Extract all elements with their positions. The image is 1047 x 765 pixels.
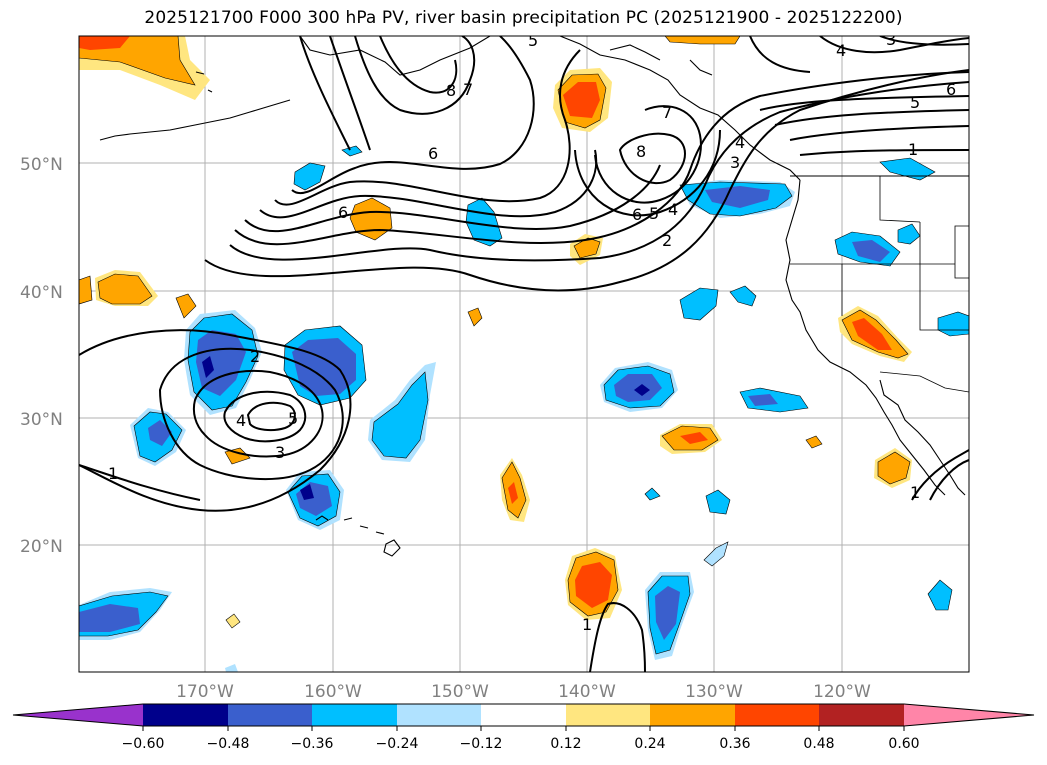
contour-label: 2 [662,231,672,250]
lat-label-20n: 20°N [20,537,63,557]
contour-label: 7 [463,80,473,99]
precip-anomalies [79,36,969,672]
contour-label: 8 [446,81,456,100]
contour-label: 1 [108,464,118,483]
contour-label: 5 [910,93,920,112]
colorbar-tick-label: −0.36 [291,736,334,752]
contour-label: 1 [908,140,918,159]
contour-label: 8 [636,142,646,161]
colorbar-tick-label: −0.60 [122,736,165,752]
contour-label: 3 [730,153,740,172]
contour-label: 5 [649,204,659,223]
colorbar-tick-label: −0.24 [376,736,419,752]
colorbar-segment [228,704,312,726]
lat-label-50n: 50°N [20,155,63,175]
contour-label: 7 [662,103,672,122]
lon-label-160w: 160°W [304,682,362,702]
contour-label: 6 [338,203,348,222]
colorbar-tick-label: 0.12 [550,736,581,752]
colorbar-segment [735,704,819,726]
colorbar-segment [566,704,650,726]
contour-labels: 1 2 3 4 5 6 7 8 6 5 8 7 6 5 4 2 3 4 1 5 … [108,30,956,634]
colorbar-segment [312,704,397,726]
contour-label: 5 [288,409,298,428]
contour-label: 4 [668,200,678,219]
lon-label-120w: 120°W [813,682,871,702]
contour-label: 6 [632,205,642,224]
lon-label-140w: 140°W [558,682,616,702]
colorbar-extend-right [904,704,1034,726]
colorbar: −0.60 −0.48 −0.36 −0.24 −0.12 0.12 0.24 … [12,703,1035,752]
contour-label: 5 [528,31,538,50]
contour-label: 4 [236,411,246,430]
contour-label: 6 [946,80,956,99]
pv-contours [79,36,969,672]
contour-label: 4 [735,133,745,152]
colorbar-segment [143,704,228,726]
contour-label: 4 [836,41,846,60]
contour-label: 6 [428,144,438,163]
colorbar-tick-label: 0.24 [634,736,665,752]
lon-label-130w: 130°W [685,682,743,702]
colorbar-tick-label: 0.60 [888,736,919,752]
colorbar-segment [819,704,904,726]
lon-label-150w: 150°W [431,682,489,702]
contour-label: 1 [582,615,592,634]
colorbar-segment [397,704,481,726]
colorbar-tick-label: 0.36 [719,736,750,752]
coastlines [99,36,969,557]
lat-label-40n: 40°N [20,283,63,303]
contour-label: 3 [886,30,896,49]
colorbar-tick-label: −0.12 [460,736,503,752]
contour-label: 2 [250,347,260,366]
colorbar-segment [650,704,735,726]
colorbar-extend-left [13,704,143,726]
colorbar-tick-label: −0.48 [207,736,250,752]
lat-label-30n: 30°N [20,410,63,430]
colorbar-segment [481,704,566,726]
contour-label: 1 [910,483,920,502]
map-frame [78,35,970,673]
contour-label: 3 [275,443,285,462]
lon-label-170w: 170°W [176,682,234,702]
colorbar-tick-label: 0.48 [803,736,834,752]
map-title: 2025121700 F000 300 hPa PV, river basin … [144,8,903,28]
